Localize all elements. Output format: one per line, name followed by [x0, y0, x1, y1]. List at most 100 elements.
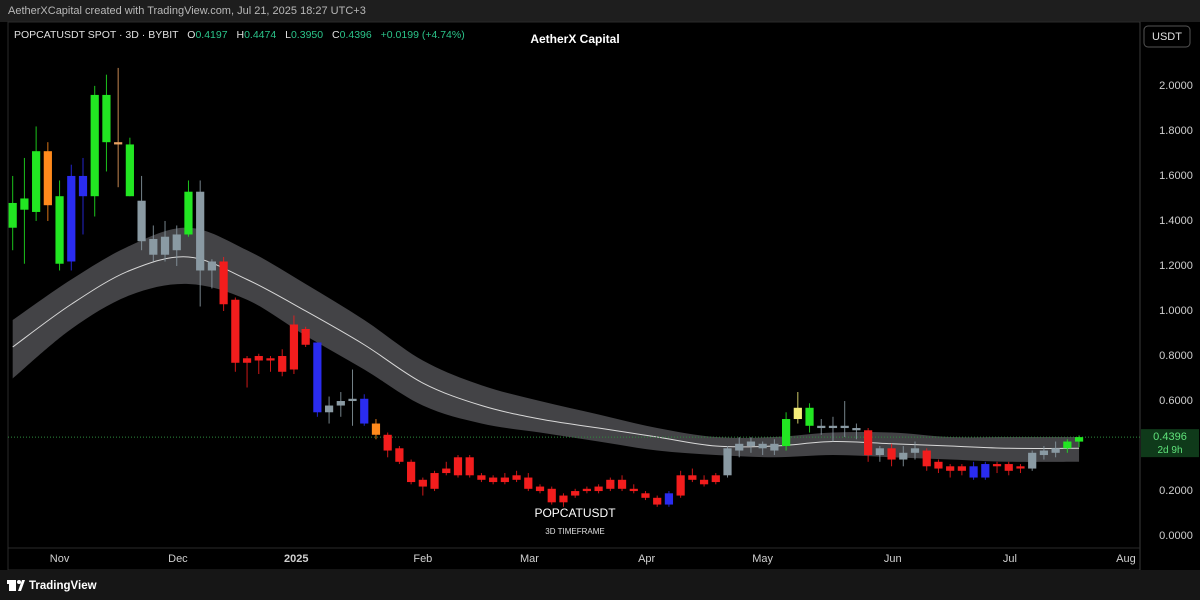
candle-body [875, 448, 884, 456]
legend-key: L [285, 29, 291, 41]
candle-body [524, 477, 533, 489]
candle-body [910, 448, 920, 453]
legend-key: H [236, 29, 244, 41]
candle-body [313, 342, 322, 413]
candle-body [735, 443, 744, 451]
candle-body [196, 191, 205, 271]
candle-body [770, 443, 779, 451]
candle-body [512, 475, 521, 480]
candle-body [723, 448, 732, 476]
candle-body [828, 425, 838, 429]
candle-body [289, 324, 299, 370]
candle-body [254, 356, 263, 361]
price-label-box [1141, 429, 1199, 458]
candle-body [465, 457, 474, 476]
candle-body [688, 475, 697, 480]
candle-body [219, 261, 228, 305]
legend-value: 0.4474 [244, 29, 276, 41]
candle-body [887, 448, 896, 460]
price-countdown: 2d 9h [1157, 445, 1182, 456]
candle-body [746, 441, 756, 447]
series-layer [8, 67, 1140, 507]
footer [0, 570, 1200, 600]
candle-body [934, 461, 943, 469]
currency-button[interactable] [1143, 25, 1191, 48]
candle-body [852, 428, 861, 431]
candle-body [594, 486, 603, 492]
candle-body [1016, 466, 1025, 469]
candle-body [535, 486, 545, 492]
candle-body [864, 430, 873, 456]
y-tick-label: 1.8000 [1159, 125, 1193, 137]
y-tick-label: 1.0000 [1159, 305, 1193, 317]
candle-body [207, 261, 217, 271]
candle-body [360, 398, 369, 424]
candle-body [231, 299, 240, 363]
candle-body [348, 398, 357, 402]
candle-body [395, 448, 404, 462]
candle-body [817, 425, 826, 429]
y-tick-label: 0.6000 [1159, 395, 1193, 407]
y-tick-label: 0.8000 [1159, 350, 1193, 362]
candle-body [184, 191, 193, 235]
candle-body [992, 464, 1002, 467]
x-tick-label: 2025 [284, 553, 308, 565]
candle-body [606, 479, 615, 489]
x-tick-label: Nov [50, 553, 70, 565]
band-fill [12, 227, 1080, 462]
candle-body [547, 488, 556, 503]
legend-value: 0.3950 [291, 29, 323, 41]
candle-body [137, 200, 146, 242]
chart-title: AetherX Capital [530, 32, 619, 46]
legend: POPCATUSDT SPOT · 3D · BYBIT O0.4197 H0.… [14, 29, 465, 41]
currency-label[interactable]: USDT [1152, 31, 1182, 43]
candle-body [418, 479, 427, 487]
candle-body [629, 488, 638, 492]
candle-body [90, 94, 99, 197]
candle-body [664, 493, 674, 505]
candle-body [67, 175, 76, 262]
attribution: AetherXCapital created with TradingView.… [8, 5, 366, 17]
candle-body [676, 475, 685, 496]
candle-body [125, 144, 134, 197]
candle-body [699, 479, 709, 485]
y-tick-label: 1.6000 [1159, 170, 1193, 182]
footer-brand: TradingView [29, 580, 97, 592]
candle-body [1074, 437, 1084, 442]
candle-body [477, 475, 486, 480]
legend-key: C [332, 29, 340, 41]
candle-body [242, 358, 252, 363]
x-tick-label: Mar [520, 553, 539, 565]
x-tick-label: Jun [884, 553, 902, 565]
candle-body [969, 466, 978, 478]
x-tick-label: Jul [1003, 553, 1017, 565]
candle-body [301, 329, 310, 345]
x-tick-label: Dec [168, 553, 188, 565]
candle-body [957, 466, 966, 471]
y-tick-label: 1.4000 [1159, 215, 1193, 227]
candle-body [793, 407, 802, 420]
candle-body [840, 425, 849, 429]
candle-body [500, 477, 509, 483]
candle-body [78, 175, 88, 197]
candle-body [149, 238, 158, 255]
candle-body [8, 202, 17, 228]
candle-body [582, 488, 591, 492]
candle-body [324, 405, 334, 413]
candle-body [653, 497, 662, 505]
candle-body [571, 491, 580, 496]
candle-body [1004, 464, 1013, 471]
candle-body [946, 466, 955, 471]
candle-body [641, 493, 650, 498]
candle-body [172, 234, 181, 251]
top-bar [0, 0, 1200, 22]
candle-body [559, 495, 568, 503]
candle-body [922, 450, 931, 467]
candle-body [114, 142, 123, 145]
overlay: POPCATUSDT SPOT · 3D · BYBIT O0.4197 H0.… [14, 25, 1191, 536]
candle-body [43, 151, 52, 206]
candle-body [160, 236, 170, 255]
legend-symbol: POPCATUSDT SPOT · 3D · BYBIT [14, 29, 179, 41]
tradingview-logo [7, 580, 25, 591]
